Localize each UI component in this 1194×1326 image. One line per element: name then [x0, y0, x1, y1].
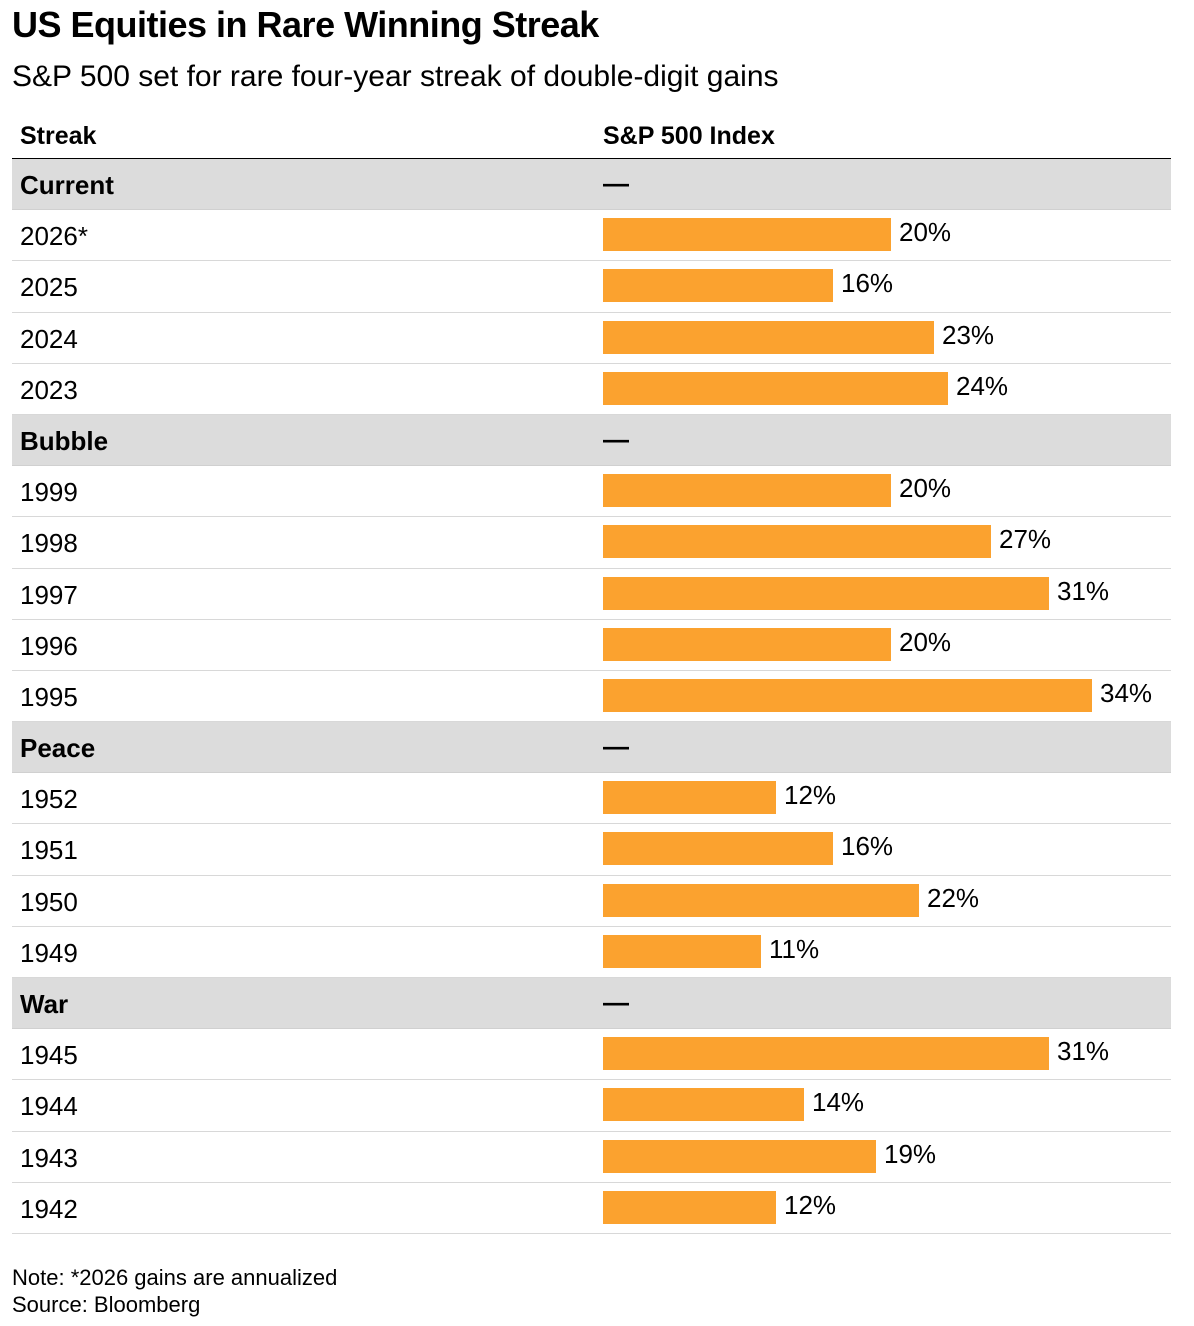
group-row-current: Current —	[12, 159, 1171, 211]
group-label: War	[20, 989, 69, 1019]
year-label: 1950	[20, 886, 78, 917]
group-label: Current	[20, 170, 114, 200]
value-label: 19%	[884, 1138, 937, 1169]
year-label: 1952	[20, 784, 78, 815]
bar	[603, 934, 761, 968]
source-text: Source: Bloomberg	[12, 1292, 201, 1317]
year-label: 1998	[20, 528, 78, 559]
bar	[603, 1190, 776, 1224]
value-label: 11%	[769, 933, 820, 964]
chart-subtitle: S&P 500 set for rare four-year streak of…	[12, 60, 779, 93]
table-row: 1997 31%	[12, 569, 1171, 620]
value-label: 20%	[899, 473, 952, 504]
table-row: 1995 34%	[12, 671, 1171, 723]
table-row: 2024 23%	[12, 313, 1171, 364]
bar	[603, 883, 919, 917]
table-row: 1999 20%	[12, 466, 1171, 518]
footnote: Note: *2026 gains are annualized Source:…	[12, 1264, 337, 1318]
value-label: 14%	[812, 1087, 865, 1118]
year-label: 1943	[20, 1142, 78, 1173]
group-row-peace: Peace —	[12, 722, 1171, 774]
value-label: 31%	[1057, 575, 1110, 606]
year-label: 1995	[20, 681, 78, 712]
bar	[603, 576, 1049, 610]
value-label: 16%	[841, 268, 894, 299]
year-label: 2026*	[20, 221, 88, 252]
bar	[603, 218, 891, 252]
table-row: 1951 16%	[12, 824, 1171, 876]
table-row: 1996 20%	[12, 620, 1171, 671]
table-row: 1943 19%	[12, 1132, 1171, 1183]
value-label: 24%	[956, 370, 1009, 401]
value-label: 20%	[899, 217, 952, 248]
bar	[603, 678, 1092, 712]
group-row-war: War —	[12, 978, 1171, 1030]
table-row: 1944 14%	[12, 1080, 1171, 1132]
note-text: Note: *2026 gains are annualized	[12, 1265, 338, 1290]
value-label: 23%	[942, 319, 995, 350]
group-placeholder: —	[603, 987, 629, 1017]
table-row: 2025 16%	[12, 261, 1171, 313]
year-label: 2023	[20, 374, 78, 405]
value-label: 34%	[1100, 677, 1153, 708]
value-label: 12%	[784, 1189, 837, 1220]
group-row-bubble: Bubble —	[12, 414, 1171, 467]
table-row: 1950 22%	[12, 876, 1171, 927]
group-placeholder: —	[603, 731, 629, 762]
bar	[603, 832, 833, 866]
year-label: 2024	[20, 323, 78, 354]
year-label: 1942	[20, 1193, 78, 1224]
table-row: 1952 12%	[12, 773, 1171, 825]
bar-table: Streak S&P 500 Index Current —2026* 20% 202…	[12, 114, 1171, 1234]
bar	[603, 1139, 876, 1173]
bar	[603, 474, 891, 508]
year-label: 1999	[20, 477, 78, 508]
table-row: 2023 24%	[12, 364, 1171, 415]
bar	[603, 371, 948, 405]
year-label: 1997	[20, 579, 78, 610]
bar	[603, 320, 934, 354]
bar	[603, 525, 991, 559]
group-placeholder: —	[603, 168, 629, 198]
year-label: 1945	[20, 1040, 78, 1071]
value-label: 16%	[841, 831, 894, 862]
table-row: 1942 12%	[12, 1183, 1171, 1234]
table-header: Streak S&P 500 Index	[12, 114, 1171, 159]
year-label: 1951	[20, 835, 78, 866]
bar	[603, 1088, 804, 1122]
value-label: 27%	[999, 524, 1052, 555]
bar	[603, 627, 891, 661]
bar	[603, 1037, 1049, 1071]
group-placeholder: —	[603, 423, 629, 454]
year-label: 1996	[20, 630, 78, 661]
value-label: 12%	[784, 780, 837, 811]
column-header-index: S&P 500 Index	[603, 122, 775, 150]
table-row: 1945 31%	[12, 1029, 1171, 1081]
year-label: 1944	[20, 1091, 78, 1122]
table-row: 1949 11%	[12, 927, 1171, 978]
group-label: Peace	[20, 733, 96, 764]
group-label: Bubble	[20, 425, 109, 456]
chart-title: US Equities in Rare Winning Streak	[12, 4, 599, 45]
year-label: 2025	[20, 272, 78, 303]
bar	[603, 781, 776, 815]
bar	[603, 269, 833, 303]
table-body: Current — 2026* 20% 2025 16% 2024 23% 2023 24% Bub…	[12, 159, 1171, 1234]
table-row: 2026* 20%	[12, 210, 1171, 262]
value-label: 20%	[899, 626, 952, 657]
year-label: 1949	[20, 937, 78, 968]
column-header-streak: Streak	[20, 122, 97, 150]
value-label: 31%	[1057, 1036, 1110, 1067]
value-label: 22%	[927, 882, 980, 913]
table-row: 1998 27%	[12, 517, 1171, 569]
